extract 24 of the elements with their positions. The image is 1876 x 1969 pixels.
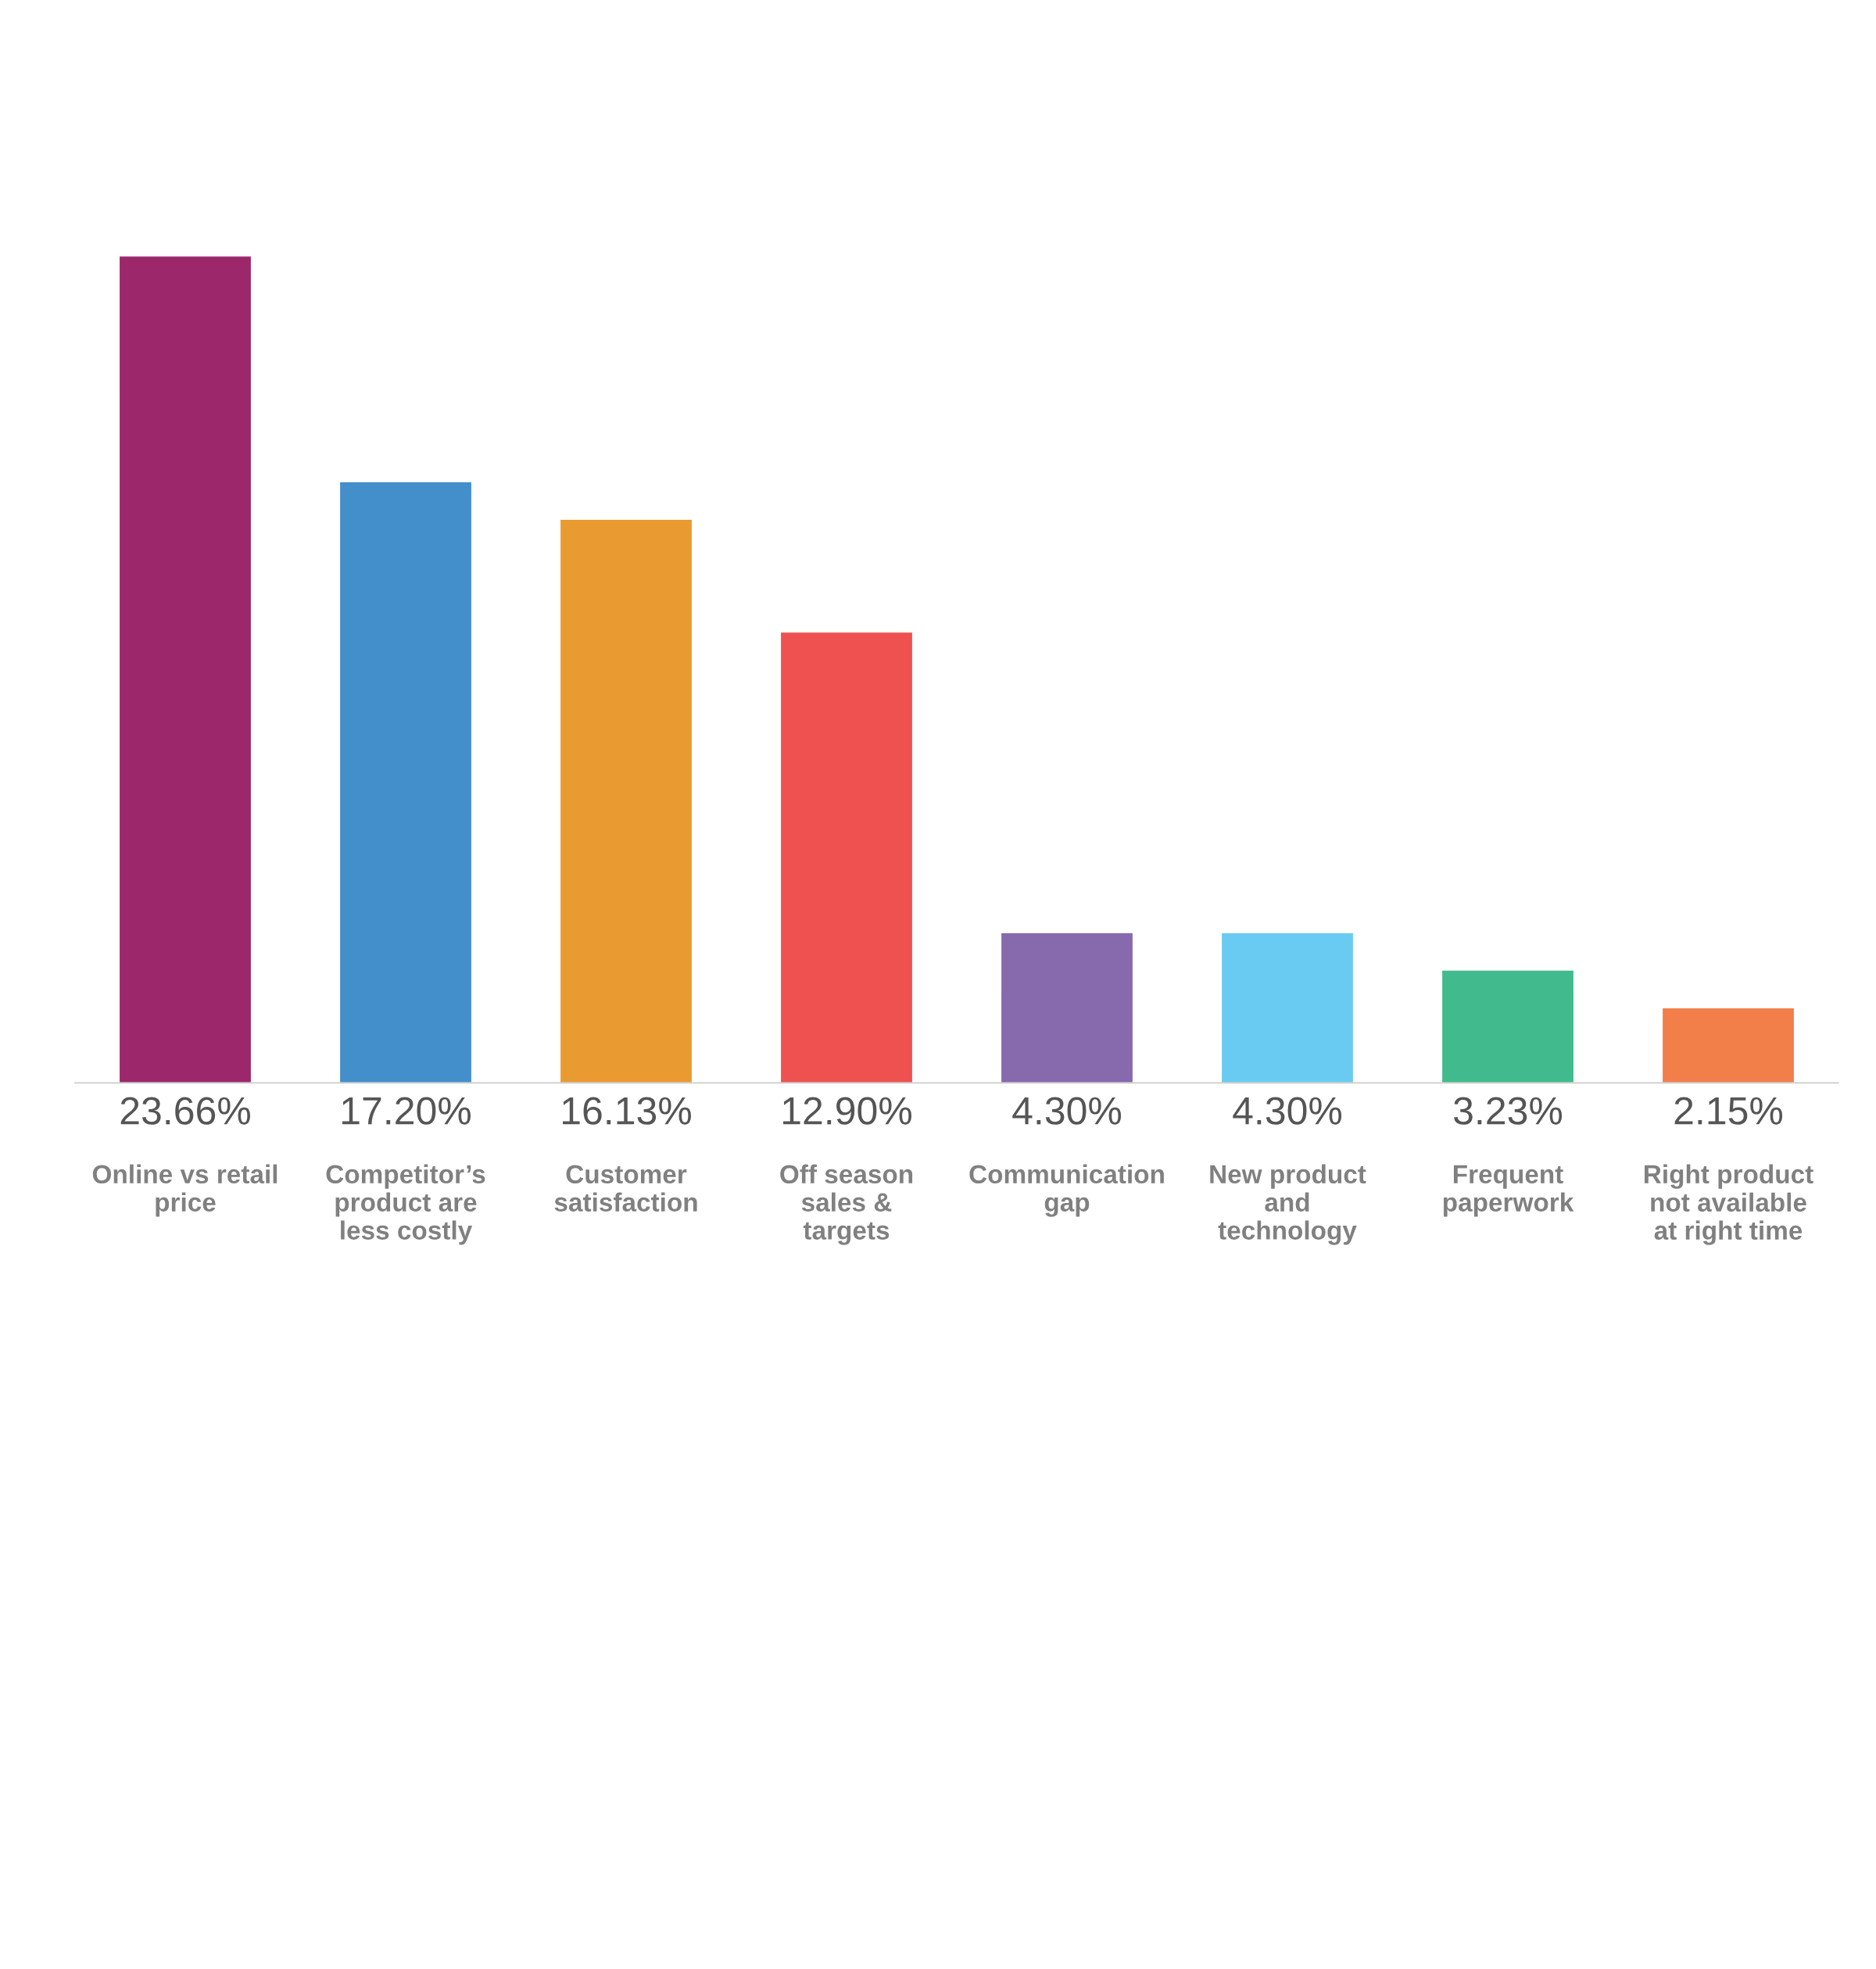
x-tick-label: Communication gap xyxy=(969,1164,1164,1217)
data-label: 3.23% xyxy=(1454,1097,1563,1125)
bar xyxy=(1000,932,1134,1083)
bar xyxy=(1441,969,1575,1083)
data-label: 4.30% xyxy=(1233,1097,1342,1125)
x-tick-label: New product and technology xyxy=(1210,1164,1366,1245)
data-label: 23.66% xyxy=(120,1097,251,1125)
x-tick-label: Off season sales & targets xyxy=(780,1164,913,1245)
x-tick-label: Customer satisfaction xyxy=(554,1165,697,1212)
data-label: 17.20% xyxy=(342,1097,471,1125)
data-label: 12.90% xyxy=(783,1097,912,1125)
x-tick-label: Right product not available at right time xyxy=(1645,1164,1813,1245)
x-tick-label: Online vs retail price xyxy=(92,1164,277,1217)
bar xyxy=(1220,932,1355,1083)
bar xyxy=(338,481,473,1083)
data-label: 16.13% xyxy=(563,1097,692,1125)
data-label: 2.15% xyxy=(1674,1097,1783,1125)
bar xyxy=(779,631,914,1083)
x-tick-label: Frequent paperwork xyxy=(1443,1165,1574,1217)
bar xyxy=(559,518,693,1083)
bar xyxy=(1661,1007,1795,1083)
data-label: 4.30% xyxy=(1012,1097,1122,1125)
x-tick-label: Competitor’s product are less costly xyxy=(326,1164,485,1245)
bar xyxy=(118,256,252,1083)
